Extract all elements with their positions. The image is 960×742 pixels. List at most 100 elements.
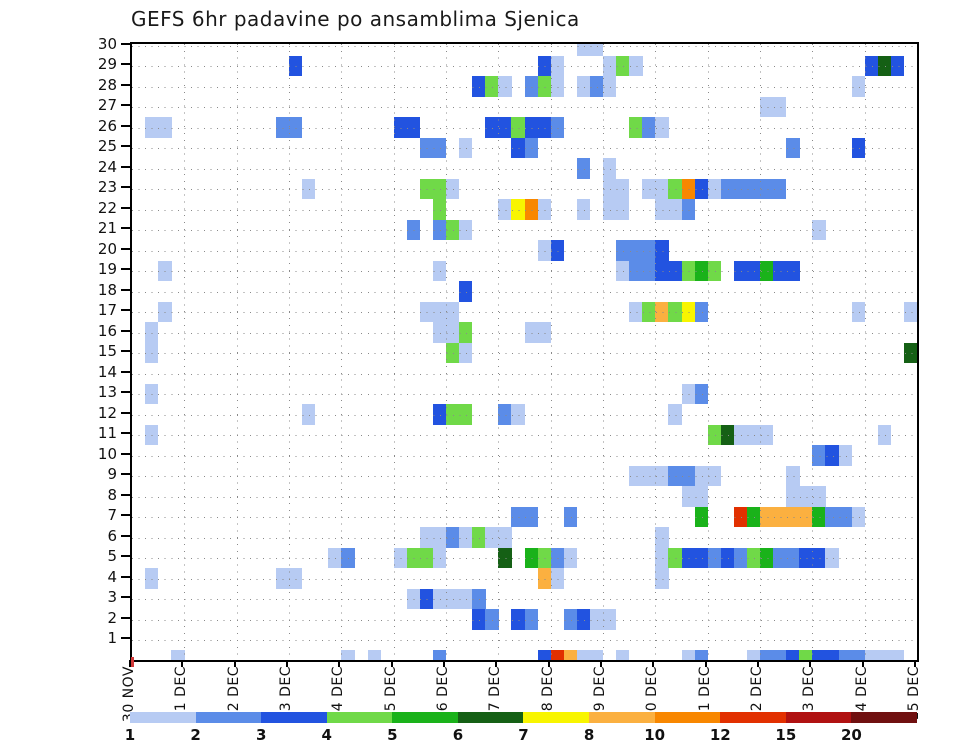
y-tick <box>121 350 130 352</box>
grid-dotline-v <box>655 44 657 660</box>
x-tick <box>181 660 184 667</box>
grid-dotline-h <box>132 496 917 498</box>
colorbar-label: 5 <box>387 726 398 742</box>
y-tick-label: 12 <box>97 403 117 422</box>
y-tick <box>121 165 130 168</box>
colorbar-segment <box>457 712 524 723</box>
grid-dotline-h <box>132 148 917 149</box>
grid-dotline-h <box>132 291 917 293</box>
x-tick <box>286 660 288 667</box>
y-tick <box>121 391 130 393</box>
heatmap-cell <box>537 650 551 660</box>
heatmap-cell <box>877 650 892 660</box>
colorbar-segment <box>130 712 196 723</box>
y-tick-label: 26 <box>97 116 117 135</box>
grid-dotline-h <box>132 435 917 436</box>
x-tick <box>809 660 812 667</box>
y-tick <box>121 473 130 475</box>
grid-dotline-h <box>132 332 917 334</box>
y-tick <box>121 493 130 496</box>
y-tick <box>121 411 130 414</box>
y-tick-label: 5 <box>107 547 117 565</box>
grid-dotline-h <box>132 86 917 88</box>
y-tick <box>121 575 130 578</box>
grid-dotline-h <box>132 537 917 539</box>
y-tick-label: 1 <box>107 629 117 647</box>
colorbar-label: 4 <box>321 726 332 742</box>
colorbar-segment <box>326 712 393 723</box>
y-tick-label: 14 <box>97 362 117 381</box>
y-tick <box>121 452 130 455</box>
y-tick-label: 23 <box>97 178 117 196</box>
heatmap-cell <box>576 44 591 56</box>
y-tick <box>121 145 130 147</box>
heatmap-cell <box>589 650 604 660</box>
grid-dotline-h <box>132 599 917 600</box>
grid-dotline-h <box>132 168 917 170</box>
colorbar-segment <box>851 712 917 723</box>
heatmap-cell <box>746 650 761 660</box>
colorbar-segment <box>392 712 458 723</box>
grid-dotline-h <box>132 127 917 129</box>
y-tick-label: 20 <box>97 239 117 258</box>
grid-dotline-v <box>236 44 238 660</box>
colorbar-label: 20 <box>840 726 862 742</box>
y-tick <box>121 124 130 127</box>
y-tick-label: 13 <box>97 383 117 401</box>
y-tick-label: 24 <box>97 157 117 176</box>
colorbar-segment <box>720 712 786 723</box>
x-tick <box>600 660 602 667</box>
y-tick-label: 8 <box>107 485 117 504</box>
grid-dotline-h <box>132 250 917 252</box>
colorbar-label: 12 <box>709 726 731 742</box>
heatmap-cell <box>773 650 787 660</box>
y-tick <box>121 247 130 250</box>
grid-dotline-v <box>289 44 290 660</box>
y-tick <box>121 104 130 106</box>
grid-dotline-h <box>132 455 917 457</box>
y-tick-label: 11 <box>97 424 117 442</box>
x-tick <box>443 660 445 667</box>
heatmap-cell <box>432 650 447 660</box>
heatmap-cell <box>589 44 604 56</box>
y-tick-label: 27 <box>97 96 117 114</box>
colorbar-segment <box>785 712 852 723</box>
y-tick <box>121 370 130 373</box>
colorbar-label: 6 <box>452 726 464 742</box>
grid-dotline-h <box>132 271 917 272</box>
heatmap-cell <box>786 650 800 660</box>
x-tick <box>129 660 131 667</box>
y-tick-label: 6 <box>107 526 117 545</box>
grid-dotline-h <box>132 640 917 641</box>
y-tick <box>121 616 130 619</box>
grid-dotline-h <box>132 476 917 477</box>
y-tick <box>121 514 130 516</box>
grid-dotline-v <box>446 44 447 660</box>
heatmap-cell <box>616 650 630 660</box>
y-tick <box>121 329 130 332</box>
grid-dotline-v <box>393 44 395 660</box>
colorbar-label: 1 <box>124 726 136 742</box>
grid-dotline-h <box>132 230 917 231</box>
y-tick-label: 9 <box>107 465 117 483</box>
heatmap-cell <box>681 650 695 660</box>
heatmap-cell <box>864 650 879 660</box>
grid-dotline-h <box>132 353 917 354</box>
heatmap-cell <box>367 650 381 660</box>
heatmap-cell <box>341 650 355 660</box>
grid-dotline-h <box>132 373 917 375</box>
y-tick <box>121 63 130 65</box>
colorbar-segment <box>261 712 327 723</box>
y-tick-label: 21 <box>97 219 117 237</box>
grid-dotline-v <box>184 44 186 660</box>
grid-dotline-h <box>132 394 917 395</box>
grid-dotline-h <box>132 312 917 313</box>
heatmap-cell <box>550 650 565 660</box>
y-tick <box>121 186 130 188</box>
y-tick <box>121 206 130 209</box>
x-tick <box>233 660 236 667</box>
colorbar-label: 10 <box>644 726 666 742</box>
colorbar-label: 7 <box>518 726 529 742</box>
y-tick-label: 19 <box>97 260 117 278</box>
y-tick-label: 29 <box>97 55 117 73</box>
